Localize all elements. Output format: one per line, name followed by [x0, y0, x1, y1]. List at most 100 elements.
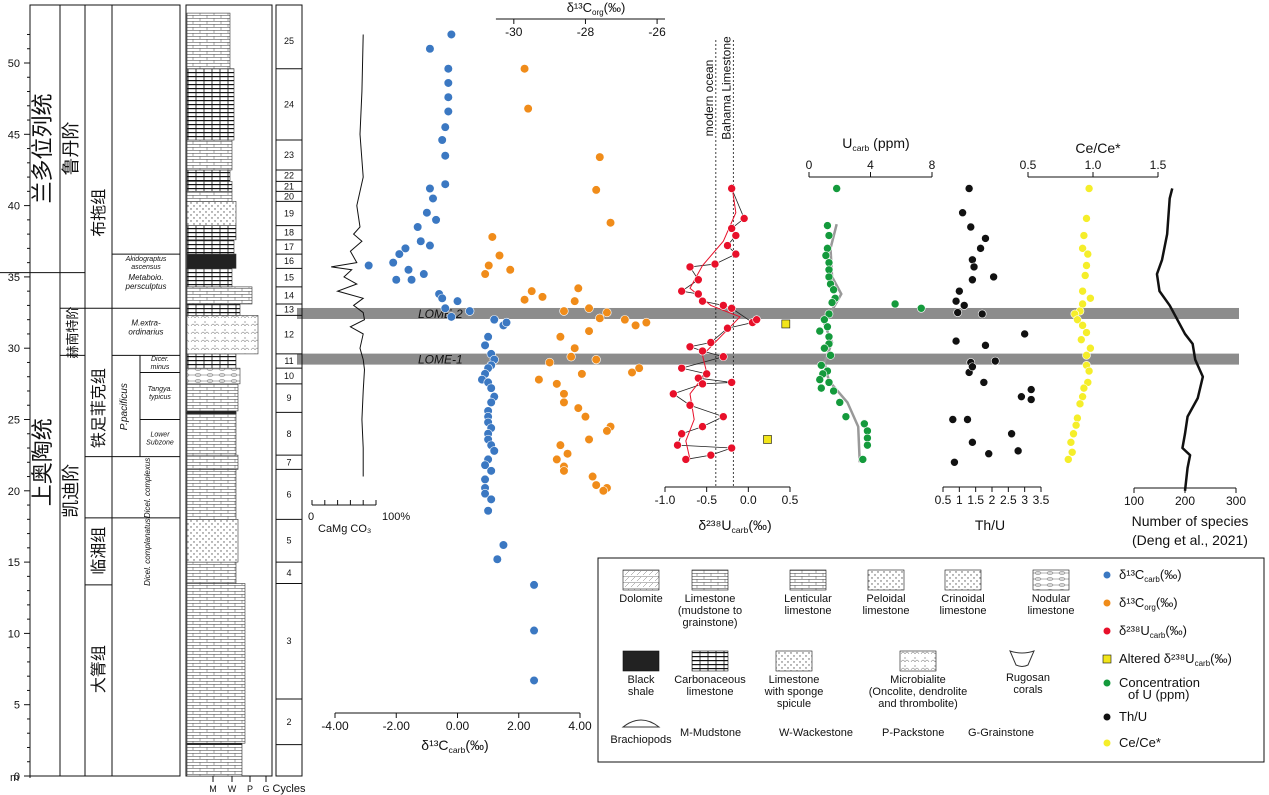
texture-legend-label: G-Grainstone: [968, 727, 1034, 739]
c13carb-point: [425, 183, 435, 194]
cece-point: [1075, 399, 1085, 409]
c13carb-point: [486, 466, 496, 476]
strat-frame: [29, 4, 181, 777]
thu-point: [976, 244, 985, 253]
cece-point: [1082, 328, 1091, 337]
u238-point: [681, 455, 691, 464]
c13org-point: [534, 374, 544, 385]
cycle-label-12: 12: [284, 330, 294, 340]
legend-lith-label: Limestone: [769, 674, 820, 686]
cece-point: [1067, 447, 1077, 457]
u238-point: [702, 369, 711, 379]
u238-point: [677, 363, 686, 373]
legend-swatch-2: [789, 569, 827, 591]
cece-point: [1082, 351, 1091, 360]
c13carb-point: [480, 489, 490, 499]
altered-u238-point: [763, 435, 772, 444]
c13carb-point: [529, 625, 539, 636]
legend-lith-label: Brachiopods: [610, 734, 672, 746]
u238-point: [698, 296, 707, 306]
u238-point: [698, 422, 707, 431]
u238-point: [727, 443, 736, 453]
c13carb-point: [416, 236, 426, 246]
bahama-label: Bahama Limestone: [719, 36, 733, 140]
cece-point: [1077, 335, 1086, 344]
texture-legend-label: M-Mudstone: [680, 727, 741, 739]
lithology-bed: [186, 286, 253, 305]
modern-ocean-label: modern ocean: [702, 60, 716, 137]
thu-point: [953, 308, 963, 317]
c13org-point: [591, 185, 601, 195]
zone-lowersubzone-label: Lower Subzone: [146, 432, 174, 447]
zone-akidograptus-label: Akidograptus ascensus: [125, 256, 167, 271]
c13org-point: [598, 486, 608, 496]
thu-point: [984, 449, 994, 459]
thu-point: [989, 272, 998, 282]
u238-point: [727, 184, 736, 193]
thu-point: [1020, 329, 1029, 339]
u238-point: [727, 303, 736, 313]
cycle-label-17: 17: [284, 242, 294, 252]
c13org-point: [559, 389, 569, 399]
legend-swatch-8: [775, 650, 813, 672]
lithology-bed: [186, 268, 233, 288]
u238-point: [719, 412, 728, 421]
zone-complexus-label: Dicel. complexus: [143, 458, 152, 518]
legend-lith-label: Dolomite: [619, 593, 662, 605]
legend-lith-label: Carbonaceous: [674, 674, 746, 686]
zone-pacificus-label: P.pacificus: [119, 383, 130, 430]
c13carb-point: [486, 383, 496, 393]
cycle-label-11: 11: [284, 356, 293, 366]
zone-persculptus-label: Metaboio. persculptus: [125, 273, 167, 291]
legend-series-label-4: Concentration: [1119, 675, 1200, 690]
cycle-label-20: 20: [284, 191, 294, 201]
lithology-bed: [186, 201, 237, 226]
legend-lith-label: Crinoidal: [941, 593, 984, 605]
formation-butuo-label: 布拖组: [90, 189, 108, 237]
legend-lith-label: limestone: [686, 686, 733, 698]
u238-point: [719, 352, 728, 362]
lithology-bed: [186, 181, 233, 192]
uconc-point: [823, 322, 832, 332]
c13carb-point: [480, 474, 490, 484]
c13org-point: [595, 313, 605, 323]
u238-point: [706, 338, 716, 347]
legend-swatch-9: [899, 650, 937, 672]
cece-point: [1078, 392, 1087, 401]
c13carb-point: [486, 494, 496, 504]
thu-point: [955, 286, 964, 296]
thu-point: [1007, 429, 1016, 439]
thu-point: [1017, 392, 1026, 401]
c13carb-point: [483, 332, 493, 342]
cycle-label-15: 15: [284, 273, 294, 283]
c13org-point: [588, 471, 598, 482]
cece-axis-label: Ce/Ce*: [1075, 140, 1121, 156]
c13carb-axis-label: δ¹³Ccarb(‰): [421, 737, 488, 755]
species-curve: [1155, 188, 1205, 491]
lithology-bed: [186, 383, 239, 412]
u238-tick-label: -1.0: [655, 493, 676, 507]
camg-label: CaMg CO₃: [318, 523, 371, 535]
c13org-point: [566, 352, 576, 362]
legend-lith-label: grainstone): [682, 617, 737, 629]
c13carb-point: [446, 29, 456, 40]
cycle-label-2: 2: [286, 717, 291, 727]
stage-hirnantian-label: 赫南特阶: [65, 307, 80, 359]
camg-axis-right-label: 100%: [382, 511, 410, 523]
thu-point: [979, 378, 989, 387]
cycles-label: Cycles: [272, 783, 306, 795]
cycle-label-23: 23: [284, 150, 294, 160]
uconc-point: [826, 351, 835, 360]
legend-series-label-5: of U (ppm): [1128, 687, 1189, 702]
thu-point: [966, 222, 976, 232]
lome2-label: LOME-2: [418, 307, 463, 321]
u238-point: [727, 224, 736, 233]
legend-swatch-6: [622, 650, 660, 672]
legend-lith-label: Limestone: [685, 593, 736, 605]
legend-marker-1: [1102, 598, 1112, 608]
thu-point: [990, 356, 1000, 366]
thu-tick-label: 3: [1021, 493, 1028, 507]
depth-tick-label-35: 35: [8, 272, 20, 284]
uconc-point: [832, 184, 841, 193]
legend-series-label-2: δ²³⁸Ucarb(‰): [1119, 623, 1187, 640]
